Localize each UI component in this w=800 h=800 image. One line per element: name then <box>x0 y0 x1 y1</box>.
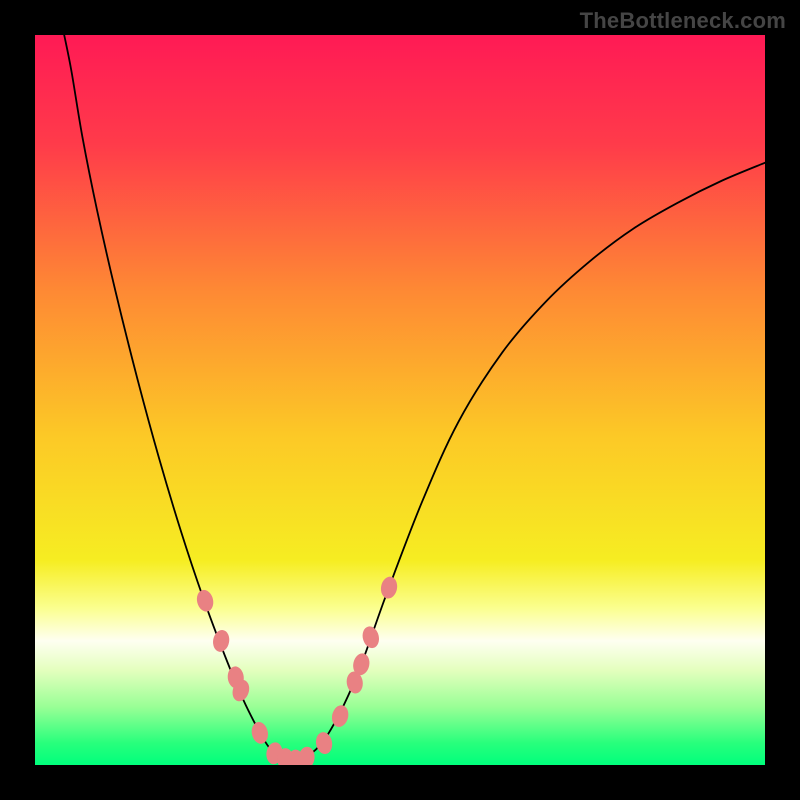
plot-svg <box>35 35 765 765</box>
plot-background <box>35 35 765 765</box>
chart-root: TheBottleneck.com <box>0 0 800 800</box>
watermark-label: TheBottleneck.com <box>580 8 786 34</box>
